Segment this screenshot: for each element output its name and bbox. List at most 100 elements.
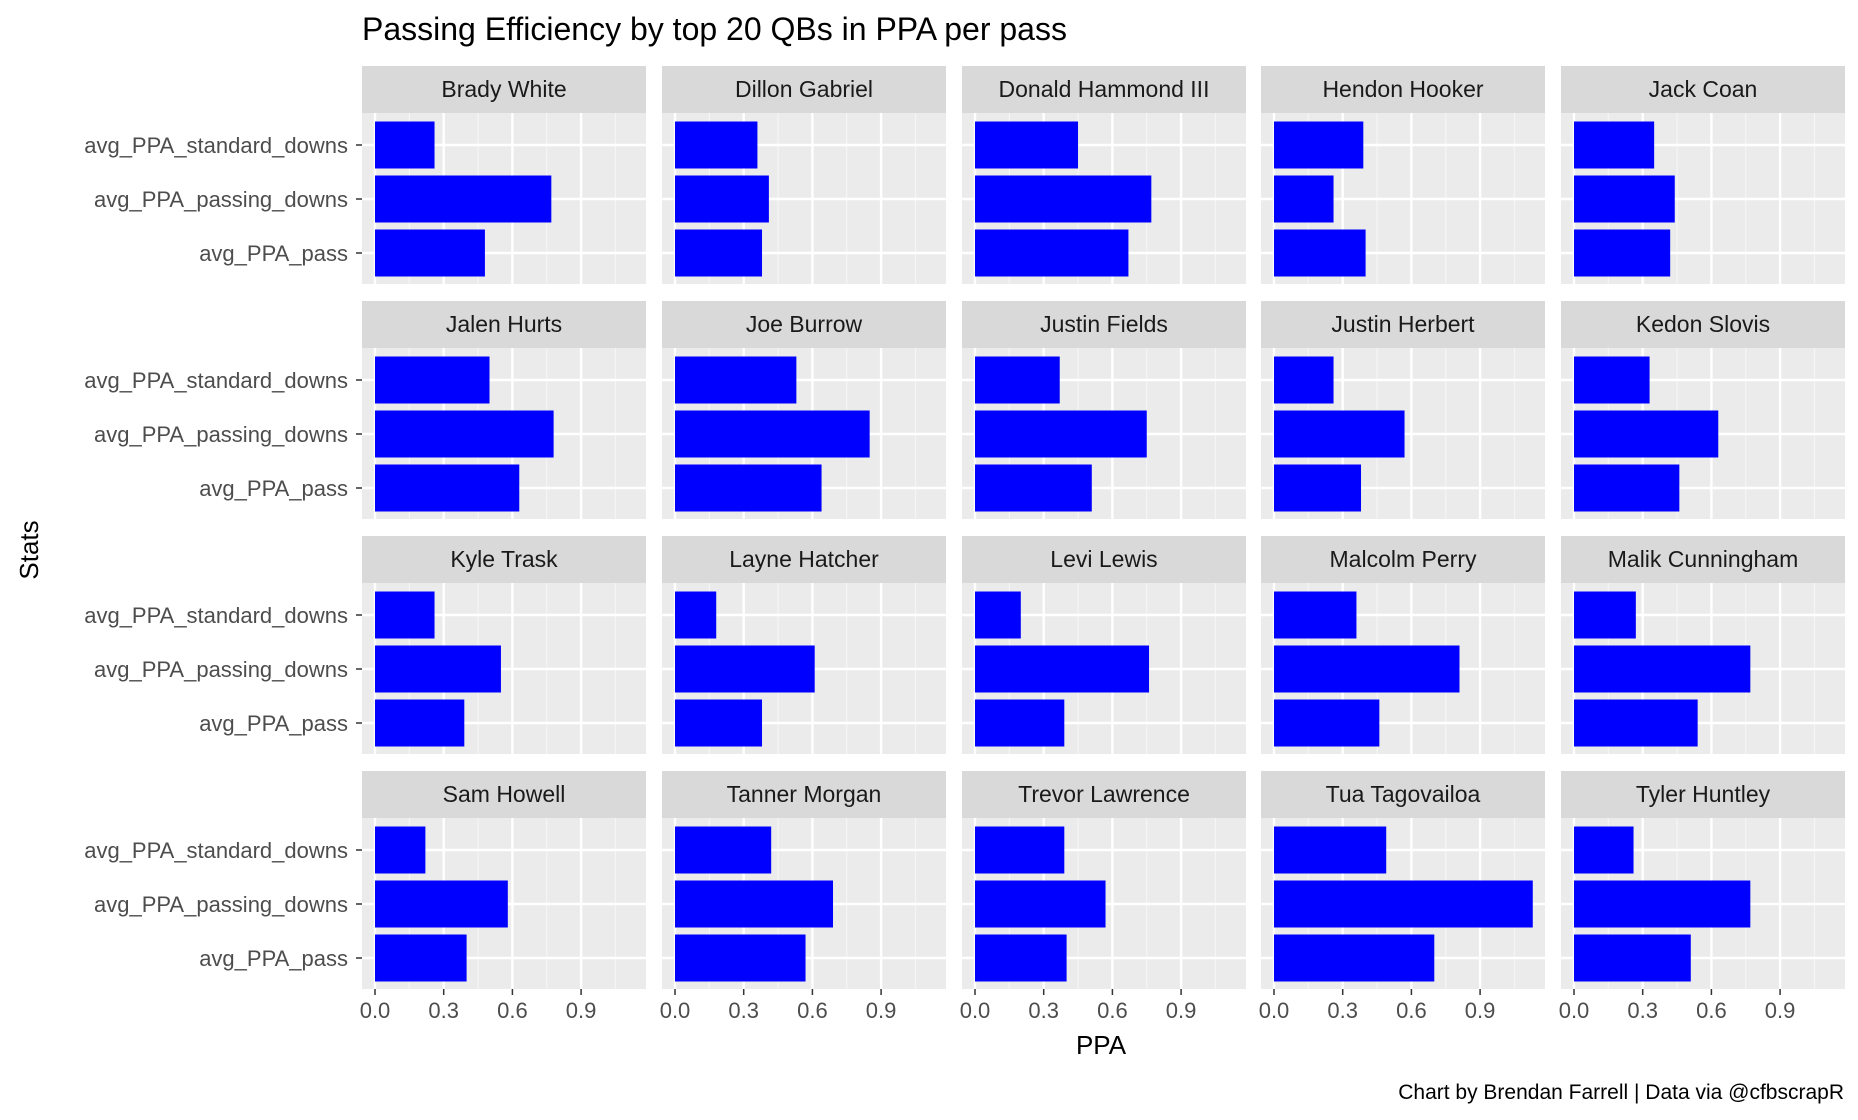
x-tick-label: 0.9 xyxy=(1166,998,1197,1023)
facet-strip xyxy=(362,66,646,113)
bar-avg-PPA-passing-downs xyxy=(375,645,501,693)
y-tick-label: avg_PPA_passing_downs xyxy=(94,422,348,447)
facet-panel: Dillon Gabriel xyxy=(662,66,946,284)
bar-avg-PPA-passing-downs xyxy=(675,645,815,693)
x-tick-label: 0.0 xyxy=(960,998,991,1023)
facet-panel: Tyler Huntley 0.0 0.3 0.6 0.9 xyxy=(1559,771,1845,1023)
bar-avg-PPA-passing-downs xyxy=(675,410,870,458)
facet-strip-label: Malik Cunningham xyxy=(1608,546,1798,572)
bar-avg-PPA-standard-downs xyxy=(1574,826,1634,874)
facet-strip-label: Levi Lewis xyxy=(1050,546,1157,572)
bar-avg-PPA-standard-downs xyxy=(675,121,758,169)
chart-title: Passing Efficiency by top 20 QBs in PPA … xyxy=(362,11,1067,47)
y-tick-label: avg_PPA_standard_downs xyxy=(84,603,348,628)
bar-avg-PPA-standard-downs xyxy=(975,356,1060,404)
facet-panel: Hendon Hooker xyxy=(1261,66,1545,284)
bar-avg-PPA-pass xyxy=(375,464,520,512)
bar-avg-PPA-standard-downs xyxy=(1274,826,1387,874)
bar-avg-PPA-passing-downs xyxy=(975,880,1106,928)
facet-strip xyxy=(662,301,946,348)
bar-avg-PPA-standard-downs xyxy=(975,591,1021,639)
facet-strip-label: Tyler Huntley xyxy=(1636,781,1771,807)
bar-avg-PPA-passing-downs xyxy=(975,645,1150,693)
bar-avg-PPA-pass xyxy=(1274,229,1366,277)
bar-avg-PPA-pass xyxy=(1574,464,1680,512)
y-tick-label: avg_PPA_standard_downs xyxy=(84,838,348,863)
bar-avg-PPA-passing-downs xyxy=(1274,175,1334,223)
bar-avg-PPA-standard-downs xyxy=(675,356,797,404)
bar-avg-PPA-passing-downs xyxy=(375,410,554,458)
facet-panel: Levi Lewis xyxy=(962,536,1246,754)
y-tick-label: avg_PPA_passing_downs xyxy=(94,657,348,682)
y-tick-label: avg_PPA_pass xyxy=(199,476,348,501)
bar-avg-PPA-passing-downs xyxy=(975,410,1147,458)
bar-avg-PPA-pass xyxy=(675,934,806,982)
x-tick-label: 0.0 xyxy=(1559,998,1590,1023)
facet-strip xyxy=(1261,536,1545,583)
x-tick-label: 0.9 xyxy=(566,998,597,1023)
bar-avg-PPA-passing-downs xyxy=(375,880,508,928)
facet-strip xyxy=(1561,66,1845,113)
x-tick-label: 0.3 xyxy=(728,998,759,1023)
bar-avg-PPA-pass xyxy=(975,699,1065,747)
facet-panel: Joe Burrow xyxy=(662,301,946,519)
facet-strip-label: Jalen Hurts xyxy=(446,311,562,337)
bar-avg-PPA-standard-downs xyxy=(1574,591,1636,639)
x-tick-label: 0.6 xyxy=(1396,998,1427,1023)
facet-panel: Malik Cunningham xyxy=(1561,536,1845,754)
facet-panel: Kedon Slovis xyxy=(1561,301,1845,519)
x-tick-label: 0.3 xyxy=(1028,998,1059,1023)
facet-panel: Tanner Morgan 0.0 0.3 0.6 0.9 xyxy=(660,771,946,1023)
facet-strip-label: Kyle Trask xyxy=(450,546,558,572)
bar-avg-PPA-standard-downs xyxy=(1574,121,1655,169)
facet-strip xyxy=(1261,66,1545,113)
bar-avg-PPA-standard-downs xyxy=(675,591,717,639)
bar-avg-PPA-passing-downs xyxy=(975,175,1152,223)
facet-strip xyxy=(962,536,1246,583)
y-tick-label: avg_PPA_standard_downs xyxy=(84,368,348,393)
x-tick-label: 0.3 xyxy=(428,998,459,1023)
facet-strip xyxy=(662,771,946,818)
facet-strip xyxy=(362,771,646,818)
facet-panel: Brady White avg_PPA_standard_downs avg_PPA… xyxy=(84,66,646,284)
bar-avg-PPA-pass xyxy=(1574,934,1691,982)
bar-avg-PPA-pass xyxy=(975,934,1067,982)
y-tick-label: avg_PPA_passing_downs xyxy=(94,892,348,917)
bar-avg-PPA-standard-downs xyxy=(975,826,1065,874)
bar-avg-PPA-passing-downs xyxy=(1274,880,1533,928)
bar-avg-PPA-standard-downs xyxy=(675,826,772,874)
facet-strip-label: Donald Hammond III xyxy=(999,76,1210,102)
facet-strip xyxy=(1561,301,1845,348)
facet-panel: Justin Fields xyxy=(962,301,1246,519)
bar-avg-PPA-standard-downs xyxy=(375,356,490,404)
x-tick-label: 0.6 xyxy=(797,998,828,1023)
facet-strip xyxy=(1261,301,1545,348)
x-tick-label: 0.6 xyxy=(1097,998,1128,1023)
facet-panel: Kyle Trask avg_PPA_standard_downs avg_PPA_… xyxy=(84,536,646,754)
facet-panel: Jalen Hurts avg_PPA_standard_downs avg_PPA… xyxy=(84,301,646,519)
facet-strip-label: Sam Howell xyxy=(443,781,566,807)
facet-strip-label: Trevor Lawrence xyxy=(1018,781,1190,807)
facet-strip-label: Brady White xyxy=(441,76,566,102)
facet-strip-label: Layne Hatcher xyxy=(729,546,879,572)
bar-avg-PPA-standard-downs xyxy=(375,121,435,169)
x-axis-title: PPA xyxy=(1076,1030,1127,1060)
bar-avg-PPA-pass xyxy=(1574,229,1671,277)
bar-avg-PPA-passing-downs xyxy=(1574,175,1675,223)
facet-panel: Jack Coan xyxy=(1561,66,1845,284)
bar-avg-PPA-passing-downs xyxy=(1274,645,1460,693)
bar-avg-PPA-pass xyxy=(675,464,822,512)
bar-avg-PPA-pass xyxy=(975,464,1092,512)
bar-avg-PPA-pass xyxy=(1274,464,1362,512)
x-tick-label: 0.9 xyxy=(1465,998,1496,1023)
facet-panel: Sam Howell avg_PPA_standard_downs avg_PPA_… xyxy=(84,771,646,1023)
facet-strip-label: Justin Herbert xyxy=(1331,311,1475,337)
y-tick-label: avg_PPA_pass xyxy=(199,241,348,266)
x-tick-label: 0.0 xyxy=(1259,998,1290,1023)
bar-avg-PPA-standard-downs xyxy=(1574,356,1650,404)
bar-avg-PPA-standard-downs xyxy=(375,826,426,874)
bar-avg-PPA-standard-downs xyxy=(375,591,435,639)
facet-strip-label: Justin Fields xyxy=(1040,311,1168,337)
bar-avg-PPA-passing-downs xyxy=(375,175,552,223)
